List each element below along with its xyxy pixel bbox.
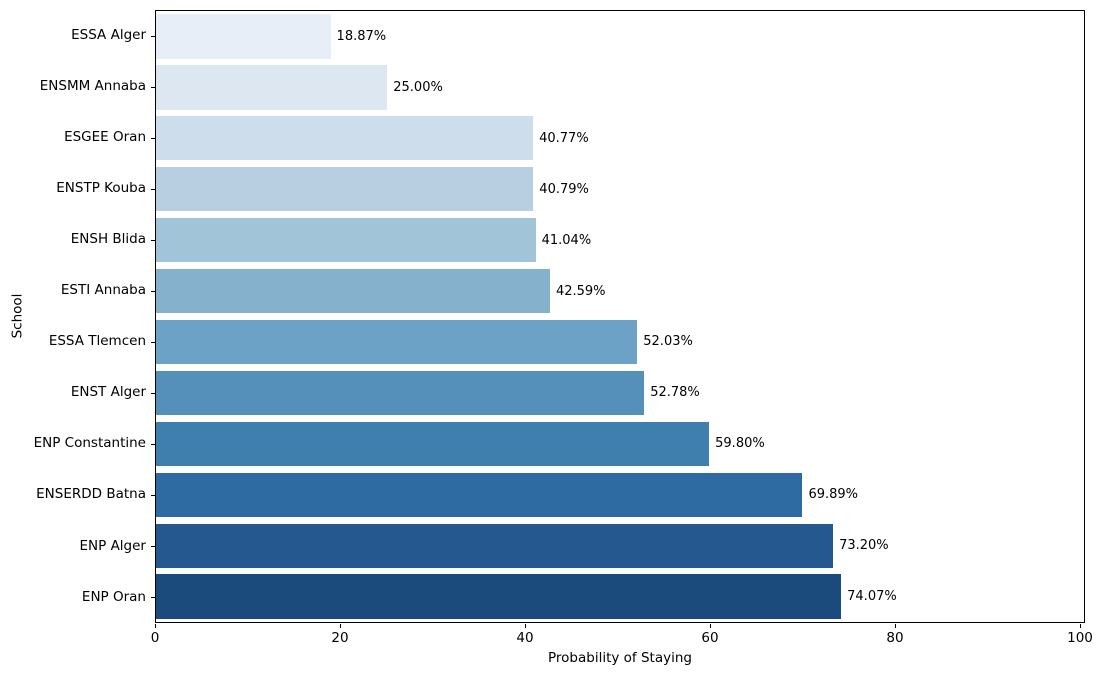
bar-row: 74.07% [156, 571, 1084, 622]
bar [156, 14, 331, 59]
x-tick-mark [524, 624, 526, 628]
y-tick-mark [151, 137, 155, 139]
bar [156, 218, 536, 263]
y-tick-row: ENSH Blida [0, 214, 155, 265]
bar-value-label: 59.80% [715, 436, 765, 452]
y-tick-row: ENP Oran [0, 572, 155, 623]
y-tick-label: ESSA Tlemcen [48, 333, 146, 350]
bar-value-label: 52.03% [643, 334, 693, 350]
x-tick-label: 40 [516, 630, 534, 646]
y-tick-row: ESTI Annaba [0, 265, 155, 316]
bar-value-label: 42.59% [555, 283, 606, 299]
bar [156, 167, 534, 212]
y-tick-row: ENSMM Annaba [0, 61, 155, 112]
x-axis-ticks: 0 20 40 60 80 100 [151, 624, 1093, 664]
bar [156, 268, 550, 314]
bar-row: 18.87% [156, 11, 1084, 62]
bar-row: 59.80% [156, 418, 1084, 469]
bar-rows-container: 18.87% 25.00% 40.77% 40.79% 41.04% 42.59% 52.0… [156, 11, 1084, 622]
x-tick-mark [154, 624, 156, 628]
y-tick-mark [151, 495, 155, 497]
y-axis-title: School [9, 293, 26, 339]
y-tick-mark [151, 444, 155, 446]
y-tick-mark [151, 342, 155, 343]
bar-value-label: 41.04% [541, 232, 592, 248]
y-tick-row: ENSTP Kouba [0, 163, 155, 214]
y-tick-row: ENP Constantine [0, 419, 155, 470]
bar-value-label: 69.89% [808, 487, 859, 503]
x-tick-label: 60 [701, 630, 719, 646]
y-tick-row: ENP Alger [0, 521, 155, 572]
bar [156, 523, 834, 568]
bar [156, 574, 842, 619]
y-tick-label: ENP Alger [79, 537, 146, 554]
bar-row: 73.20% [156, 520, 1084, 571]
y-tick-row: ENST Alger [0, 368, 155, 419]
bar-row: 52.78% [156, 367, 1084, 418]
bar-value-label: 40.79% [539, 181, 589, 197]
x-tick-label: 0 [150, 630, 160, 646]
bar-row: 40.79% [156, 164, 1084, 215]
bar-value-label: 40.77% [539, 130, 589, 146]
y-tick-label: ENSMM Annaba [39, 77, 146, 94]
y-tick-row: ESGEE Oran [0, 112, 155, 163]
bar [156, 116, 534, 161]
y-tick-label: ENST Alger [70, 384, 146, 401]
y-tick-label: ENSH Blida [70, 231, 146, 248]
bar-row: 41.04% [156, 215, 1084, 266]
x-tick-label: 80 [886, 630, 904, 646]
bar-value-label: 74.07% [847, 589, 897, 605]
y-tick-mark [151, 188, 155, 190]
y-tick-mark [151, 290, 155, 292]
x-tick-label: 20 [331, 630, 349, 646]
bar-row: 40.77% [156, 113, 1084, 164]
y-tick-mark [151, 86, 155, 88]
y-tick-row: ESSA Alger [0, 10, 155, 61]
bar-value-label: 52.78% [650, 385, 700, 401]
y-tick-mark [151, 239, 155, 241]
x-tick-mark [339, 624, 341, 628]
y-tick-mark [151, 546, 155, 548]
bar-value-label: 18.87% [336, 28, 387, 44]
y-tick-label: ENP Oran [81, 588, 146, 605]
y-tick-label: ESTI Annaba [60, 282, 146, 299]
bar [156, 370, 645, 416]
y-axis-tick-labels: ESSA Alger ENSMM Annaba ESGEE Oran ENSTP Ko… [0, 10, 155, 623]
bar-row: 25.00% [156, 62, 1084, 113]
x-tick-mark [709, 624, 711, 628]
bar-row: 69.89% [156, 469, 1084, 520]
y-tick-label: ENP Constantine [33, 435, 146, 452]
plot-area: 18.87% 25.00% 40.77% 40.79% 41.04% 42.59% 52.0… [155, 10, 1085, 623]
y-tick-label: ESGEE Oran [64, 128, 146, 145]
x-axis-title: Probability of Staying [548, 650, 692, 666]
bar [156, 319, 638, 365]
bar-value-label: 73.20% [839, 538, 889, 554]
y-tick-mark [151, 393, 155, 395]
y-tick-mark [151, 35, 155, 37]
bar-row: 52.03% [156, 317, 1084, 368]
bar [156, 65, 388, 110]
x-tick-mark [1079, 624, 1081, 628]
y-tick-row: ENSERDD Batna [0, 470, 155, 521]
y-tick-row: ESSA Tlemcen [0, 316, 155, 367]
y-tick-label: ENSTP Kouba [56, 180, 146, 197]
x-tick-mark [894, 624, 896, 628]
y-tick-mark [151, 597, 155, 599]
bar-value-label: 25.00% [393, 79, 443, 95]
bar [156, 421, 710, 466]
y-tick-label: ESSA Alger [71, 26, 146, 43]
bar [156, 472, 803, 517]
x-tick-label: 100 [1067, 630, 1093, 646]
y-tick-label: ENSERDD Batna [36, 486, 146, 503]
bar-row: 42.59% [156, 266, 1084, 317]
